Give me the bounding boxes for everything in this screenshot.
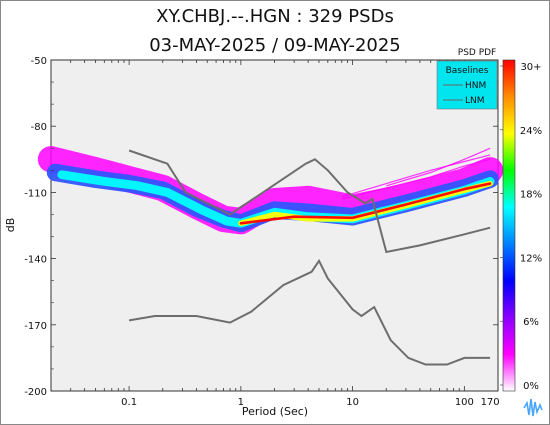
chart-title: XY.CHBJ.--.HGN : 329 PSDs: [156, 6, 394, 27]
y-axis: -50 -80 -110 -140 -170 -200: [24, 56, 498, 398]
colorbar: [502, 59, 516, 392]
x-axis-label: Period (Sec): [242, 405, 308, 418]
colorbar-label: 6%: [523, 317, 539, 328]
logo-icon: [522, 396, 544, 420]
chart-subtitle: 03-MAY-2025 / 09-MAY-2025: [149, 35, 401, 56]
legend-title: Baselines: [446, 66, 489, 76]
y-tick-label: -140: [24, 255, 47, 266]
colorbar-label: 24%: [520, 126, 542, 137]
y-tick-label: -170: [24, 321, 47, 332]
x-tick-label: 100: [455, 397, 474, 408]
x-tick-label: 1: [238, 397, 244, 408]
y-tick-label: -110: [24, 188, 47, 199]
baseline-lnm: [128, 258, 491, 366]
baseline-curves: [128, 149, 491, 366]
colorbar-label: 18%: [520, 190, 542, 201]
density-band: [239, 182, 492, 225]
colorbar-title: PSD PDF: [458, 48, 496, 58]
x-tick-label: 170: [481, 397, 500, 408]
density-trace: [386, 147, 491, 187]
colorbar-label: 0%: [523, 381, 539, 392]
density-trace: [341, 154, 491, 198]
y-tick-label: -200: [24, 387, 47, 398]
x-axis: 0.1 1 10 100 170: [50, 60, 500, 408]
plot-area: [50, 59, 499, 392]
x-tick-label: 0.1: [121, 397, 137, 408]
density-bands: [37, 146, 504, 235]
colorbar-labels: 30+ 24% 18% 12% 6% 0%: [500, 62, 542, 392]
legend-item-hnm: HNM: [465, 81, 486, 91]
density-trace: [341, 158, 491, 200]
legend: Baselines HNM LNM: [436, 60, 498, 110]
baseline-hnm: [128, 149, 491, 254]
x-tick-label: 10: [346, 397, 359, 408]
colorbar-label: 30+: [520, 62, 541, 73]
y-tick-label: -50: [31, 56, 47, 67]
legend-item-lnm: LNM: [465, 96, 485, 106]
y-tick-label: -80: [31, 122, 47, 133]
colorbar-label: 12%: [520, 253, 542, 264]
y-axis-label: dB: [4, 218, 17, 233]
